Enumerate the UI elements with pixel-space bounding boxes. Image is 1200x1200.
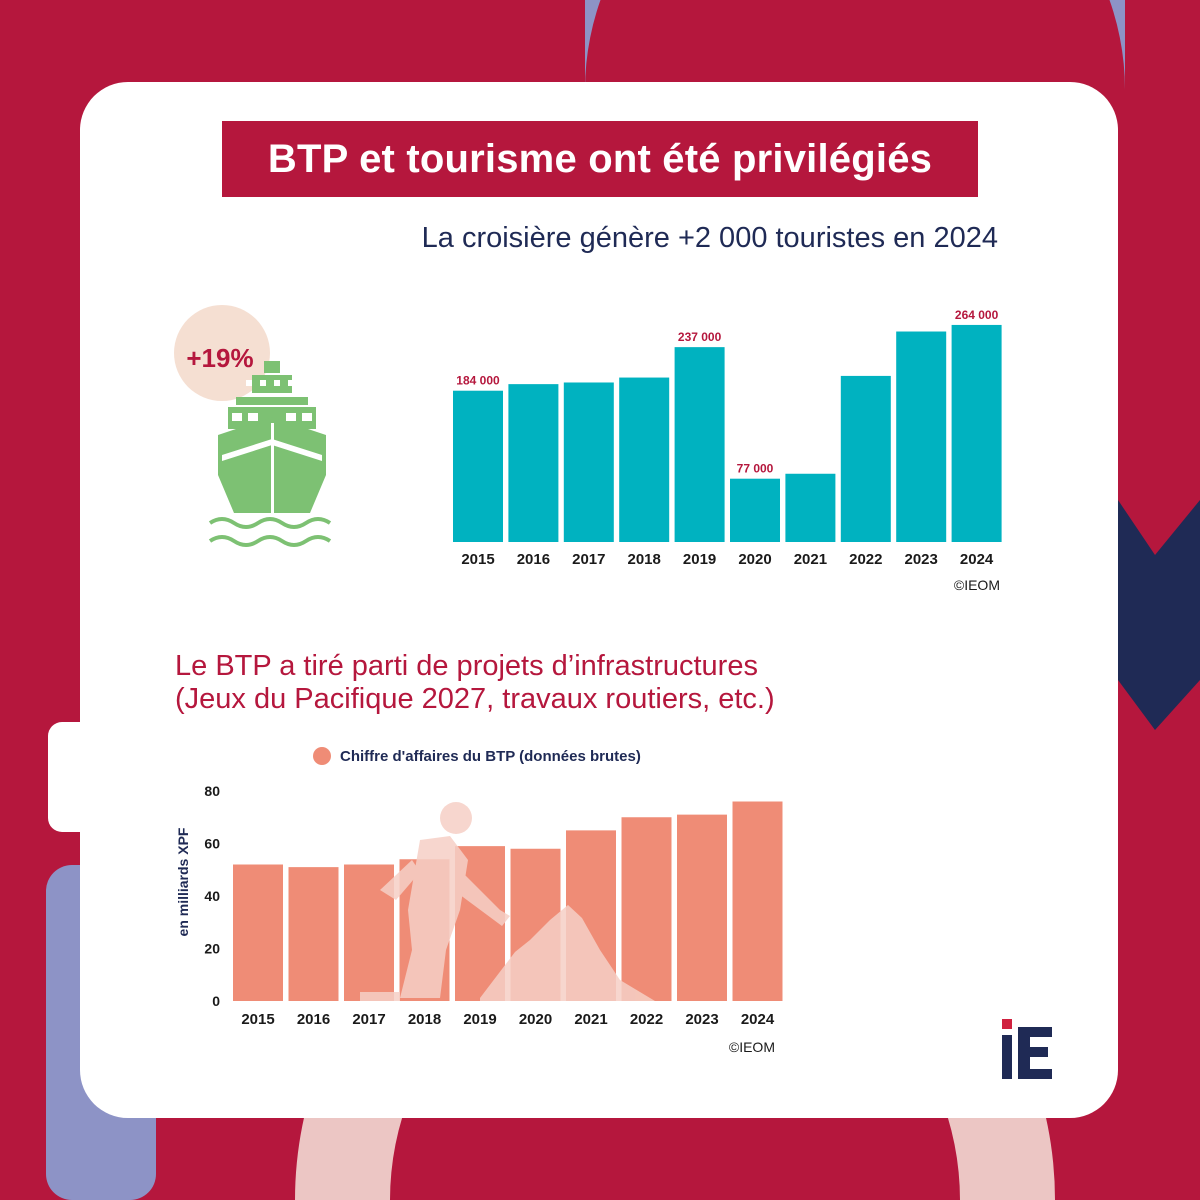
btp-tick-2020: 2020 (519, 1011, 552, 1028)
tourism-bar-2018 (619, 377, 670, 542)
tourism-tick-2023: 2023 (905, 551, 938, 568)
btp-bar-2015 (233, 864, 283, 1001)
y-tick-20: 20 (204, 941, 220, 957)
tourism-tick-2021: 2021 (794, 551, 827, 568)
btp-subtitle: Le BTP a tiré parti de projets d’infrast… (175, 650, 935, 716)
btp-subtitle-line2: (Jeux du Pacifique 2027, travaux routier… (175, 683, 775, 715)
tourism-data-label-2015: 184 000 (456, 374, 500, 388)
btp-bar-2023 (677, 814, 727, 1001)
btp-tick-2016: 2016 (297, 1011, 330, 1028)
btp-bar-2016 (288, 867, 339, 1001)
btp-tick-2019: 2019 (463, 1011, 496, 1028)
ship-icon: +19% (174, 305, 332, 547)
btp-tick-2017: 2017 (352, 1011, 385, 1028)
tourism-tick-2019: 2019 (683, 551, 716, 568)
worker-illustration (360, 802, 655, 1001)
tourism-tick-2024: 2024 (960, 551, 994, 568)
tourism-data-label-2024: 264 000 (955, 308, 999, 322)
title-banner: BTP et tourisme ont été privilégiés (222, 121, 978, 197)
y-tick-40: 40 (204, 888, 220, 904)
btp-source: ©IEOM (729, 1039, 775, 1055)
tourism-source: ©IEOM (954, 577, 1000, 593)
btp-tick-2015: 2015 (241, 1011, 274, 1028)
btp-chart: Chiffre d'affaires du BTP (données brute… (175, 747, 783, 1055)
lavender-arch-top (585, 0, 1125, 90)
tourism-tick-2017: 2017 (572, 551, 605, 568)
tourism-bar-2023 (896, 331, 947, 542)
card-side-tab (48, 722, 108, 832)
ieom-logo (1002, 1019, 1052, 1079)
tourism-subtitle: La croisière génère +2 000 touristes en … (421, 222, 998, 254)
tourism-bar-2021 (785, 473, 836, 542)
tourism-bar-2016 (508, 384, 559, 542)
btp-bar-2024 (732, 801, 783, 1001)
tourism-tick-2018: 2018 (628, 551, 661, 568)
y-tick-0: 0 (212, 993, 220, 1009)
tourism-bar-2015 (453, 390, 503, 542)
y-tick-80: 80 (204, 783, 220, 799)
tourism-data-label-2020: 77 000 (737, 462, 774, 476)
tourism-bar-2020 (730, 478, 780, 542)
tourism-tick-2022: 2022 (849, 551, 882, 568)
tourism-bar-2022 (840, 375, 891, 542)
tourism-bar-2017 (563, 382, 614, 542)
tourism-bar-2019 (674, 347, 725, 542)
y-tick-60: 60 (204, 836, 220, 852)
tourism-tick-2020: 2020 (738, 551, 771, 568)
tourism-tick-2015: 2015 (461, 551, 494, 568)
tourism-bar-2024 (951, 324, 1002, 542)
btp-tick-2021: 2021 (574, 1011, 607, 1028)
legend-marker (313, 747, 331, 765)
tourism-tick-2016: 2016 (517, 551, 550, 568)
btp-tick-2018: 2018 (408, 1011, 441, 1028)
growth-badge: +19% (186, 343, 253, 373)
btp-tick-2023: 2023 (685, 1011, 718, 1028)
badge-circle (174, 305, 270, 401)
tourism-data-label-2019: 237 000 (678, 330, 722, 344)
btp-subtitle-line1: Le BTP a tiré parti de projets d’infrast… (175, 650, 758, 682)
btp-tick-2024: 2024 (741, 1011, 775, 1028)
legend-label: Chiffre d'affaires du BTP (données brute… (340, 748, 641, 765)
navy-chevron (1118, 500, 1200, 730)
cruise-chart: 2015 2016 2017 2018 2019 2020 2021 2022 2023 2024… (453, 308, 1002, 593)
page-title: BTP et tourisme ont été privilégiés (267, 136, 933, 181)
y-axis-label: en milliards XPF (175, 827, 191, 936)
btp-tick-2022: 2022 (630, 1011, 663, 1028)
btp-bar-2022 (621, 817, 672, 1001)
